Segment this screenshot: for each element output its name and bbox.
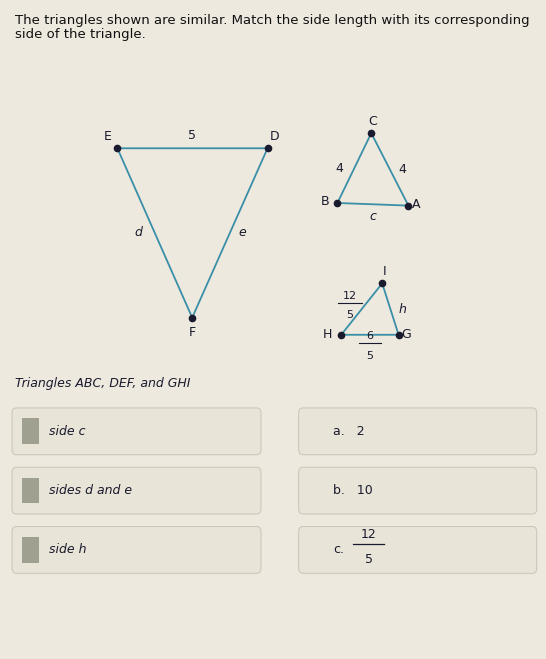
Text: I: I bbox=[383, 265, 386, 278]
FancyBboxPatch shape bbox=[299, 467, 537, 514]
Text: C: C bbox=[368, 115, 377, 128]
Bar bbox=[22, 537, 39, 563]
Text: a.   2: a. 2 bbox=[333, 425, 365, 438]
Text: 5: 5 bbox=[366, 351, 373, 360]
Text: 4: 4 bbox=[398, 163, 406, 176]
Text: G: G bbox=[401, 328, 411, 341]
Text: H: H bbox=[322, 328, 332, 341]
Text: d: d bbox=[134, 227, 143, 239]
FancyBboxPatch shape bbox=[12, 467, 261, 514]
Text: side of the triangle.: side of the triangle. bbox=[15, 28, 146, 42]
Text: e: e bbox=[238, 227, 246, 239]
Text: Triangles ABC, DEF, and GHI: Triangles ABC, DEF, and GHI bbox=[15, 377, 191, 390]
Text: b.   10: b. 10 bbox=[333, 484, 373, 497]
Text: 12: 12 bbox=[361, 529, 376, 542]
Text: F: F bbox=[188, 326, 196, 339]
FancyBboxPatch shape bbox=[12, 527, 261, 573]
Text: 5: 5 bbox=[365, 552, 372, 565]
FancyBboxPatch shape bbox=[299, 408, 537, 455]
Text: h: h bbox=[399, 302, 406, 316]
Text: A: A bbox=[412, 198, 420, 211]
Text: B: B bbox=[321, 195, 330, 208]
FancyBboxPatch shape bbox=[299, 527, 537, 573]
Bar bbox=[22, 418, 39, 444]
Text: c: c bbox=[370, 210, 376, 223]
Text: side c: side c bbox=[49, 425, 86, 438]
Text: The triangles shown are similar. Match the side length with its corresponding: The triangles shown are similar. Match t… bbox=[15, 14, 530, 28]
Text: 4: 4 bbox=[335, 161, 343, 175]
Text: 5: 5 bbox=[346, 310, 353, 320]
Text: sides d and e: sides d and e bbox=[49, 484, 132, 497]
Text: 6: 6 bbox=[366, 331, 373, 341]
Text: 5: 5 bbox=[188, 129, 197, 142]
Text: c.: c. bbox=[333, 544, 344, 556]
Text: E: E bbox=[104, 130, 111, 143]
Text: 12: 12 bbox=[343, 291, 357, 301]
Text: D: D bbox=[269, 130, 279, 143]
Text: side h: side h bbox=[49, 544, 87, 556]
Bar bbox=[22, 478, 39, 503]
FancyBboxPatch shape bbox=[12, 408, 261, 455]
